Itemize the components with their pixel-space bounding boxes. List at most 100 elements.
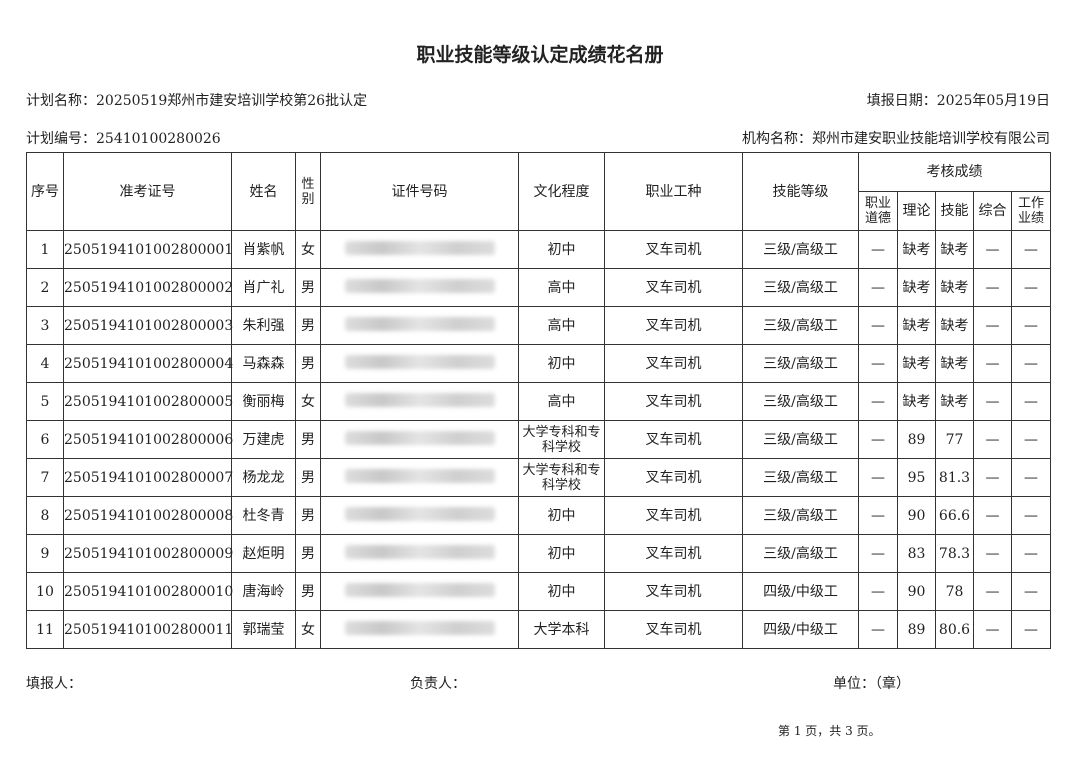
cell-overall: — bbox=[973, 610, 1012, 649]
cell-theory: 95 bbox=[897, 458, 936, 497]
cell-level: 四级/中级工 bbox=[742, 572, 859, 611]
cell-seq: 3 bbox=[26, 306, 64, 345]
redacted-blur bbox=[344, 392, 495, 407]
cell-exam-no: 2505194101002800004 bbox=[63, 344, 233, 383]
cell-work: — bbox=[1010, 496, 1052, 535]
cell-ethics: — bbox=[858, 458, 898, 497]
cell-overall: — bbox=[973, 306, 1012, 345]
cell-education: 初中 bbox=[518, 496, 605, 535]
fill-date: 填报日期：2025年05月19日 bbox=[866, 93, 1050, 109]
cell-level: 三级/高级工 bbox=[742, 420, 859, 459]
cell-work: — bbox=[1010, 382, 1052, 421]
redacted-blur bbox=[344, 582, 495, 597]
cell-occupation: 叉车司机 bbox=[604, 268, 743, 307]
header-seq: 序号 bbox=[26, 152, 64, 231]
cell-theory: 90 bbox=[897, 572, 936, 611]
cell-id-no-redacted bbox=[320, 572, 519, 611]
cell-exam-no: 2505194101002800007 bbox=[63, 458, 233, 497]
header-education: 文化程度 bbox=[518, 152, 605, 231]
cell-gender: 女 bbox=[295, 230, 321, 269]
table-row: 5 2505194101002800005 衡丽梅女高中 叉车司机 三级/高级工 — 缺考缺… bbox=[26, 382, 1052, 421]
cell-overall: — bbox=[973, 534, 1012, 573]
cell-name: 万建虎 bbox=[231, 420, 296, 459]
cell-gender: 男 bbox=[295, 344, 321, 383]
cell-ethics: — bbox=[858, 610, 898, 649]
cell-education: 高中 bbox=[518, 306, 605, 345]
cell-level: 三级/高级工 bbox=[742, 534, 859, 573]
plan-number: 计划编号：25410100280026 bbox=[26, 131, 221, 147]
cell-work: — bbox=[1010, 458, 1052, 497]
cell-level: 三级/高级工 bbox=[742, 306, 859, 345]
cell-name: 朱利强 bbox=[231, 306, 296, 345]
cell-theory: 90 bbox=[897, 496, 936, 535]
cell-overall: — bbox=[973, 496, 1012, 535]
cell-exam-no: 2505194101002800010 bbox=[63, 572, 233, 611]
cell-exam-no: 2505194101002800008 bbox=[63, 496, 233, 535]
cell-level: 三级/高级工 bbox=[742, 382, 859, 421]
cell-id-no-redacted bbox=[320, 534, 519, 573]
redacted-blur bbox=[344, 468, 495, 483]
cell-overall: — bbox=[973, 382, 1012, 421]
cell-gender: 男 bbox=[295, 420, 321, 459]
header-overall: 综合 bbox=[973, 191, 1012, 231]
cell-work: — bbox=[1010, 572, 1052, 611]
table-row: 6 2505194101002800006 万建虎男 大学专科和专科学校 叉车司机 三级/… bbox=[26, 420, 1052, 459]
cell-seq: 5 bbox=[26, 382, 64, 421]
redacted-blur bbox=[344, 316, 495, 331]
cell-exam-no: 2505194101002800002 bbox=[63, 268, 233, 307]
cell-id-no-redacted bbox=[320, 344, 519, 383]
redacted-blur bbox=[344, 620, 495, 635]
cell-ethics: — bbox=[858, 420, 898, 459]
cell-seq: 9 bbox=[26, 534, 64, 573]
plan-name: 计划名称：20250519郑州市建安培训学校第26批认定 bbox=[26, 93, 368, 109]
cell-name: 肖广礼 bbox=[231, 268, 296, 307]
cell-gender: 女 bbox=[295, 382, 321, 421]
cell-education: 高中 bbox=[518, 382, 605, 421]
cell-id-no-redacted bbox=[320, 230, 519, 269]
unit-seal-label: 单位：（章） bbox=[833, 676, 910, 692]
redacted-blur bbox=[344, 506, 495, 521]
cell-work: — bbox=[1010, 306, 1052, 345]
cell-education: 初中 bbox=[518, 230, 605, 269]
cell-gender: 女 bbox=[295, 610, 321, 649]
cell-overall: — bbox=[973, 458, 1012, 497]
cell-name: 衡丽梅 bbox=[231, 382, 296, 421]
header-gender: 性别 bbox=[295, 152, 321, 231]
cell-name: 肖紫帆 bbox=[231, 230, 296, 269]
cell-id-no-redacted bbox=[320, 306, 519, 345]
cell-id-no-redacted bbox=[320, 420, 519, 459]
page-title: 职业技能等级认定成绩花名册 bbox=[416, 44, 664, 66]
cell-occupation: 叉车司机 bbox=[604, 420, 743, 459]
cell-skill: 78 bbox=[935, 572, 974, 611]
cell-overall: — bbox=[973, 344, 1012, 383]
cell-seq: 7 bbox=[26, 458, 64, 497]
cell-skill: 77 bbox=[935, 420, 974, 459]
cell-overall: — bbox=[973, 420, 1012, 459]
cell-skill: 81.3 bbox=[935, 458, 974, 497]
cell-work: — bbox=[1010, 344, 1052, 383]
cell-id-no-redacted bbox=[320, 382, 519, 421]
header-scores: 考核成绩 bbox=[857, 152, 1052, 192]
cell-ethics: — bbox=[858, 306, 898, 345]
cell-skill: 缺考 bbox=[935, 382, 974, 421]
cell-exam-no: 2505194101002800005 bbox=[63, 382, 233, 421]
cell-id-no-redacted bbox=[320, 496, 519, 535]
cell-seq: 4 bbox=[26, 344, 64, 383]
cell-education: 初中 bbox=[518, 534, 605, 573]
cell-occupation: 叉车司机 bbox=[604, 572, 743, 611]
cell-skill: 66.6 bbox=[935, 496, 974, 535]
cell-skill: 80.6 bbox=[935, 610, 974, 649]
cell-occupation: 叉车司机 bbox=[604, 382, 743, 421]
cell-gender: 男 bbox=[295, 534, 321, 573]
table-row: 10 2505194101002800010 唐海岭男初中 叉车司机 四级/中级工 —90… bbox=[26, 572, 1052, 611]
cell-occupation: 叉车司机 bbox=[604, 306, 743, 345]
cell-occupation: 叉车司机 bbox=[604, 496, 743, 535]
cell-ethics: — bbox=[858, 572, 898, 611]
score-table: 序号 准考证号 姓名 性别 证件号码 文化程度 职业工种 技能等级 考核成绩 职… bbox=[26, 152, 1052, 649]
cell-seq: 8 bbox=[26, 496, 64, 535]
cell-exam-no: 2505194101002800009 bbox=[63, 534, 233, 573]
cell-education: 高中 bbox=[518, 268, 605, 307]
table-row: 3 2505194101002800003 朱利强男高中 叉车司机 三级/高级工 — 缺考缺… bbox=[26, 306, 1052, 345]
table-row: 8 2505194101002800008 杜冬青男初中 叉车司机 三级/高级工 —90 6… bbox=[26, 496, 1052, 535]
cell-ethics: — bbox=[858, 534, 898, 573]
